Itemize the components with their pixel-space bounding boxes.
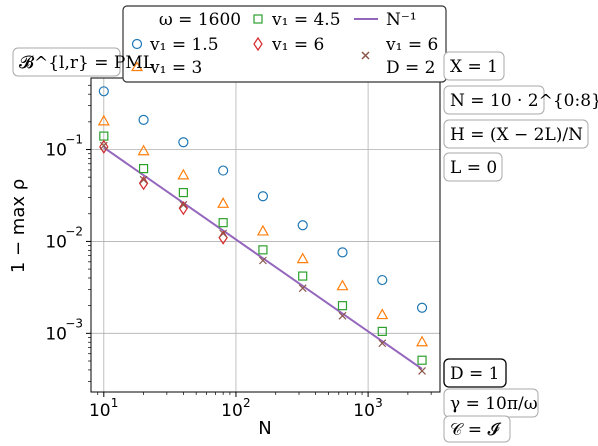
- data-point-series-1: [218, 165, 229, 176]
- x-tick-exponent: 3: [375, 396, 383, 410]
- legend-marker-diamond: [253, 36, 263, 52]
- data-point-series-2: [217, 197, 230, 208]
- data-point-series-1: [257, 191, 269, 202]
- legend-title: ω = 1600: [159, 10, 241, 30]
- annotation-right-bottom: D = 1 γ = 10π/ω 𝒞 = 𝓘: [443, 358, 539, 443]
- legend-marker-triangle: [130, 61, 144, 72]
- data-point-series-1: [138, 114, 149, 126]
- legend-entry-1: v₁ = 1.5: [149, 35, 219, 55]
- annotation-d: D = 1: [450, 364, 500, 384]
- y-tick-exponent: −3: [65, 316, 83, 330]
- legend-marker-x: [361, 51, 370, 60]
- legend-marker-square: [253, 14, 263, 24]
- annotation-box: [443, 415, 511, 443]
- annotation-c: 𝒞 = 𝓘: [450, 420, 501, 440]
- data-point-series-3: [218, 218, 228, 228]
- legend-entry-6: v₁ = 6: [385, 35, 438, 55]
- legend-entry-7: D = 2: [386, 58, 436, 78]
- x-tick-exponent: 1: [111, 396, 119, 410]
- data-point-series-2: [137, 144, 150, 156]
- y-tick-exponent: −2: [65, 224, 83, 238]
- legend-marker-circle: [131, 38, 143, 50]
- annotation-gamma: γ = 10π/ω: [450, 394, 538, 414]
- data-point-series-3: [298, 271, 308, 281]
- grid: [91, 78, 440, 392]
- data-point-series-4: [99, 139, 109, 154]
- reference-line-group: [103, 146, 423, 370]
- data-point-series-2: [416, 335, 429, 347]
- reference-line-n-inverse: [103, 146, 423, 370]
- data-point-series-3: [337, 301, 348, 311]
- data-point-series-5: [219, 229, 228, 238]
- data-point-series-5: [298, 284, 307, 293]
- y-tick-label: 10: [45, 141, 67, 161]
- x-tick-label: 10: [89, 401, 111, 421]
- data-point-series-2: [256, 224, 269, 236]
- data-point-series-1: [416, 302, 428, 313]
- annotation-n: N = 10 · 2^{0:8}: [450, 91, 598, 111]
- annotation-box: [12, 47, 121, 77]
- data-point-series-5: [139, 175, 148, 184]
- x-axis-label: N: [258, 418, 271, 439]
- annotation-h: H = (X − 2L)/N: [450, 125, 583, 145]
- data-point-series-4: [178, 201, 189, 216]
- data-point-series-1: [98, 86, 109, 97]
- data-point-series-3: [178, 187, 188, 198]
- data-point-series-2: [296, 252, 309, 264]
- data-point-series-5: [338, 311, 347, 320]
- annotation-top-left: 𝓑^{l,r} = PML: [12, 47, 154, 77]
- y-tick-exponent: −1: [65, 133, 83, 147]
- legend-entry-2: v₁ = 3: [149, 58, 202, 78]
- legend-box: [122, 5, 447, 83]
- legend: ω = 1600 v₁ = 1.5 v₁ = 3 v₁ = 4.5 v₁ = 6…: [122, 5, 447, 83]
- data-point-series-5: [179, 200, 188, 209]
- data-point-series-2: [336, 279, 349, 291]
- data-point-series-2: [376, 308, 389, 320]
- annotation-box: [443, 358, 507, 388]
- data-point-series-4: [138, 176, 149, 191]
- data-point-series-5: [99, 141, 108, 150]
- data-point-series-5: [259, 256, 267, 265]
- data-point-series-1: [178, 137, 189, 148]
- data-point-series-5: [378, 339, 387, 348]
- data-point-series-3: [258, 245, 268, 255]
- data-points: [97, 86, 429, 375]
- data-point-series-3: [138, 164, 149, 174]
- annotation-x: X = 1: [450, 57, 498, 77]
- data-point-series-1: [297, 220, 308, 231]
- annotation-right-top: X = 1 N = 10 · 2^{0:8} H = (X − 2L)/N L …: [443, 51, 598, 182]
- ticks: 10 1 10 2 10 3−310−210−110: [45, 84, 432, 421]
- y-tick-label: 10: [45, 232, 67, 252]
- x-tick-label: 10: [221, 401, 243, 421]
- data-point-series-2: [177, 168, 190, 180]
- data-point-series-1: [337, 247, 348, 258]
- data-point-series-2: [97, 114, 110, 126]
- legend-entry-5: N⁻¹: [386, 10, 417, 30]
- legend-entry-3: v₁ = 4.5: [271, 10, 341, 30]
- legend-entry-4: v₁ = 6: [271, 35, 324, 55]
- annotation-box: [443, 85, 545, 115]
- x-tick-label: 10: [353, 401, 375, 421]
- annotation-box: [443, 119, 589, 149]
- data-point-series-1: [377, 274, 388, 286]
- annotation-box: [443, 51, 505, 81]
- annotation-l: L = 0: [450, 158, 497, 178]
- data-point-series-5: [418, 366, 426, 375]
- annotation-bc: 𝓑^{l,r} = PML: [19, 53, 154, 73]
- x-tick-exponent: 2: [243, 396, 251, 410]
- data-point-series-3: [377, 326, 387, 336]
- data-point-series-3: [417, 355, 427, 365]
- annotation-box: [443, 152, 503, 182]
- y-tick-label: 10: [45, 324, 67, 344]
- y-axis-label: 1 − max ρ: [8, 179, 29, 273]
